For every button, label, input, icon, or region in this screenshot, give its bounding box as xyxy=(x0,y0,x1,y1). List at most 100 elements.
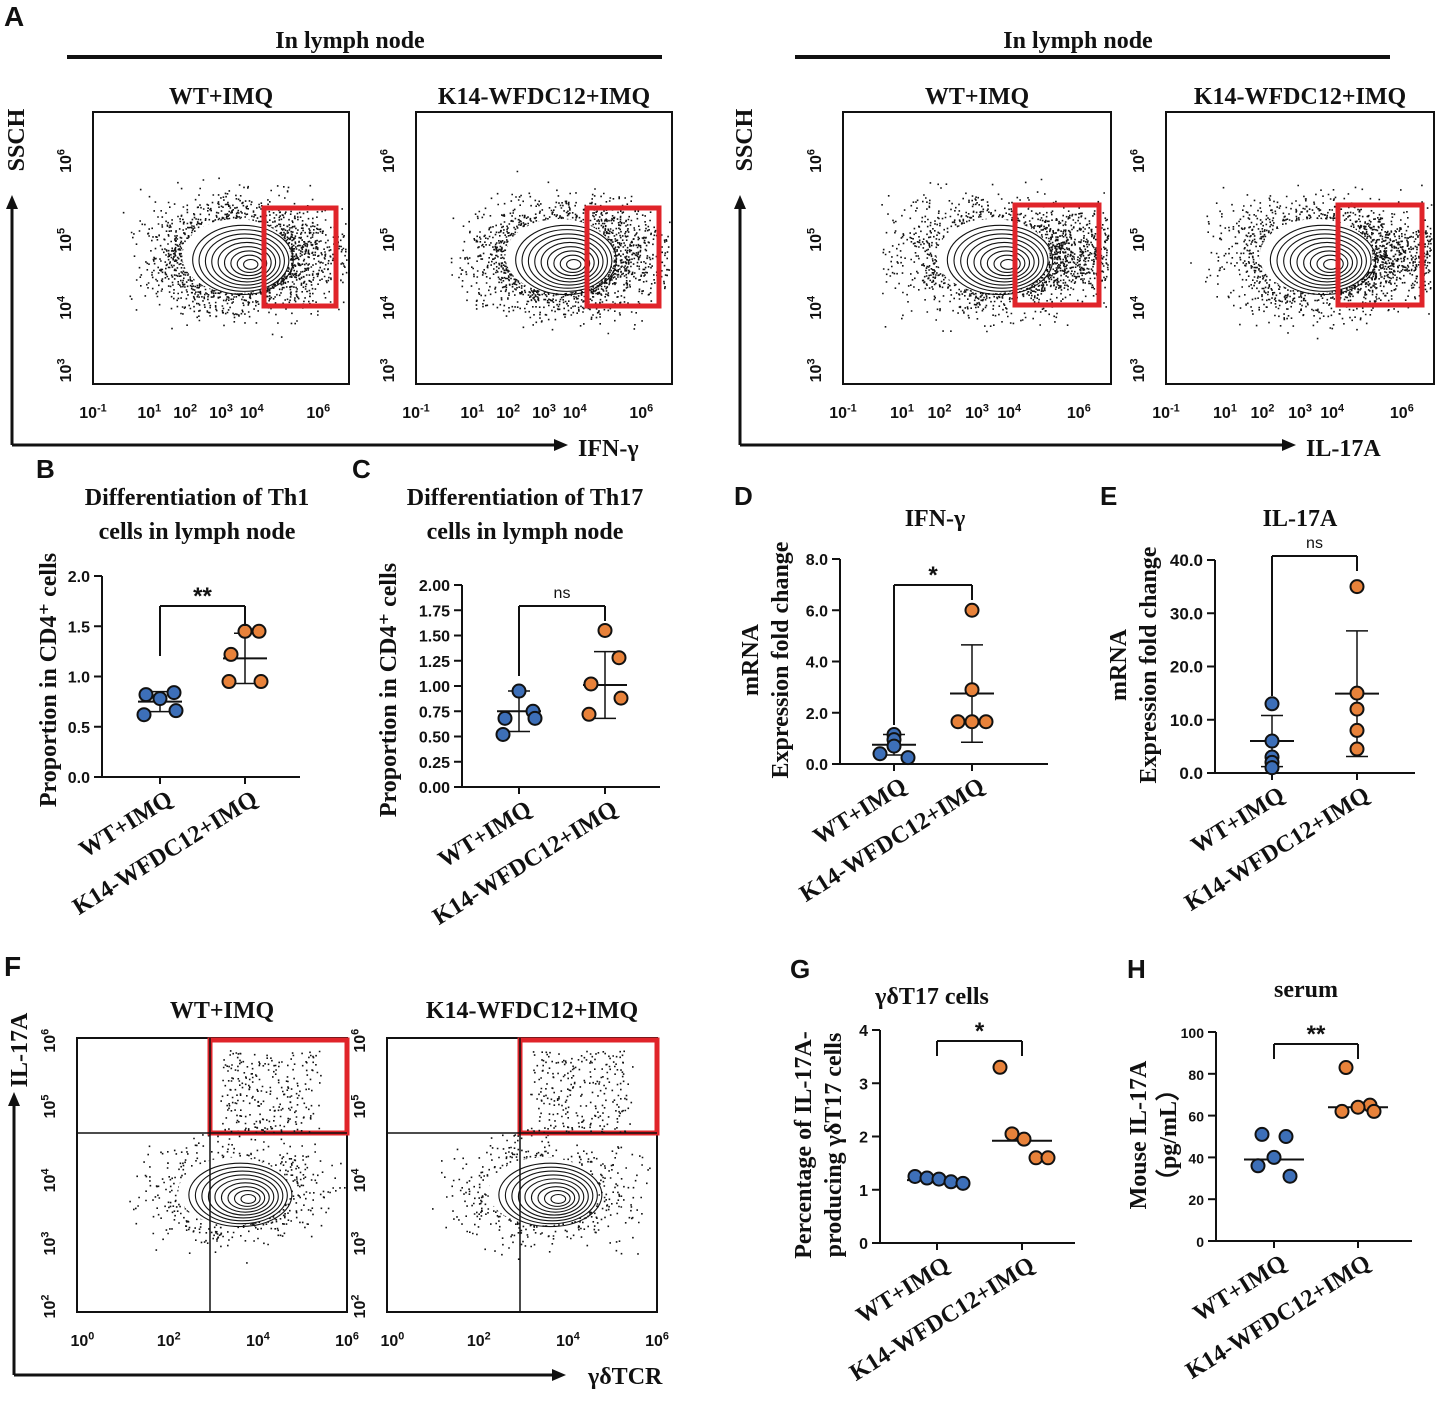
x-tick-f-1-1: 102 xyxy=(467,1331,491,1350)
y-tick-f-1-0: 102 xyxy=(350,1295,369,1319)
point-b-0-0 xyxy=(152,691,168,707)
y-tick-a0-1-0: 103 xyxy=(379,358,398,382)
cyto-a1-1-contour-7 xyxy=(1309,250,1349,277)
y-tick-a0-1-1: 104 xyxy=(379,296,398,320)
cyto-a0-0-events xyxy=(122,177,348,338)
x-axis-label-a0: IFN-γ xyxy=(578,436,639,462)
significance-label-d: * xyxy=(928,562,938,589)
x-tick-a1-0-4: 104 xyxy=(997,403,1021,422)
point-c-1-2 xyxy=(583,676,599,692)
y-tick-a0-1-2: 105 xyxy=(379,228,398,252)
y-tick-label-e-2: 20.0 xyxy=(1170,658,1203,677)
x-tick-a0-0-3: 103 xyxy=(209,403,233,422)
cyto-a0-0-contour-4 xyxy=(211,237,281,286)
y-tick-a1-1-3: 106 xyxy=(1129,149,1148,173)
y-tick-label-c-2: 0.50 xyxy=(419,730,450,747)
y-tick-label-d-2: 4.0 xyxy=(806,655,828,672)
x-tick-f-0-2: 104 xyxy=(246,1331,270,1350)
cyto-a0-0-contour-7 xyxy=(230,250,268,277)
cyto-f-1-plot xyxy=(386,1037,660,1313)
y-axis-label-f: IL-17A xyxy=(7,1012,33,1087)
cyto-a1-0-contour-7 xyxy=(986,250,1026,277)
y-arrow-a1-head xyxy=(734,195,746,209)
point-g-1-0 xyxy=(992,1059,1008,1075)
point-b-0-3 xyxy=(168,703,184,719)
x-arrow-a0-head xyxy=(554,439,568,451)
y-axis-label-c: Proportion in CD4⁺ cells xyxy=(376,563,402,817)
cyto-f-0-events xyxy=(129,1122,346,1264)
cyto-f-1-contour-1 xyxy=(498,1162,603,1228)
point-e-0-1 xyxy=(1264,733,1280,749)
cyto-a1-1-contour-1 xyxy=(1269,224,1377,296)
x-tick-a1-1-0: 10-1 xyxy=(1152,403,1179,422)
point-e-1-2 xyxy=(1349,701,1365,717)
point-h-0-0 xyxy=(1254,1126,1270,1142)
y-tick-label-e-3: 30.0 xyxy=(1170,604,1203,623)
y-tick-label-e-1: 10.0 xyxy=(1170,711,1203,730)
chart-title-d-0: IFN-γ xyxy=(905,506,966,532)
point-h-1-0 xyxy=(1338,1060,1354,1076)
y-tick-label-b-3: 1.5 xyxy=(68,619,90,636)
point-h-0-1 xyxy=(1278,1129,1294,1144)
point-h-0-4 xyxy=(1282,1168,1298,1184)
x-arrow-a1-head xyxy=(1282,439,1296,451)
y-tick-f-0-4: 106 xyxy=(40,1029,59,1053)
cyto-f-0-contour-9 xyxy=(240,1193,257,1205)
cyto-f-1-contour-7 xyxy=(537,1186,576,1210)
y-tick-f-1-1: 103 xyxy=(350,1232,369,1256)
cyto-a0-1-gate xyxy=(584,205,662,309)
point-b-0-4 xyxy=(136,707,152,723)
y-arrow-a0-head xyxy=(6,195,18,209)
x-tick-a1-0-2: 102 xyxy=(928,403,952,422)
panel-label-g: G xyxy=(790,954,810,984)
point-h-1-3 xyxy=(1334,1103,1350,1119)
point-g-0-3 xyxy=(943,1174,959,1190)
x-tick-f-1-3: 106 xyxy=(645,1331,669,1350)
y-tick-f-0-0: 102 xyxy=(40,1295,59,1319)
cyto-f-1-events xyxy=(432,1130,651,1260)
chart-title-c-0: Differentiation of Th17 xyxy=(407,485,643,511)
y-tick-label-c-4: 1.00 xyxy=(419,679,450,696)
cyto-a0-0-contour-3 xyxy=(204,233,285,289)
cyto-a0-1-contour-9 xyxy=(566,258,582,270)
cyto-f-0-contour-1 xyxy=(188,1162,293,1228)
y-tick-label-b-4: 2.0 xyxy=(68,569,90,586)
x-tick-f-1-2: 104 xyxy=(556,1331,580,1350)
significance-label-c: ns xyxy=(554,585,571,602)
significance-label-g: * xyxy=(975,1018,985,1045)
plot-title-a0-1: K14-WFDC12+IMQ xyxy=(438,84,650,110)
y-tick-label-c-5: 1.25 xyxy=(419,654,450,671)
cyto-a0-0-contour-5 xyxy=(217,241,277,283)
point-e-1-1 xyxy=(1349,685,1365,701)
panel-label-d: D xyxy=(734,481,753,511)
x-tick-a1-1-3: 103 xyxy=(1288,403,1312,422)
y-tick-label-h-5: 100 xyxy=(1181,1025,1205,1041)
y-axis-label-d-0: mRNA xyxy=(738,623,764,696)
cyto-a0-1-contour-5 xyxy=(540,241,600,283)
x-tick-a1-1-2: 102 xyxy=(1251,403,1275,422)
y-axis-label-e-0: mRNA xyxy=(1106,628,1132,701)
panel-e: E IL-17A 0.0 10.0 20.0 30.0 40.0 mRNA Expression… xyxy=(1100,481,1415,917)
y-tick-a0-0-1: 104 xyxy=(56,296,75,320)
y-tick-label-c-6: 1.50 xyxy=(419,629,450,646)
point-h-1-4 xyxy=(1366,1103,1382,1119)
x-arrow-f-head xyxy=(552,1369,566,1381)
y-tick-a0-0-0: 103 xyxy=(56,358,75,382)
x-tick-a0-1-1: 101 xyxy=(460,403,484,422)
cyto-f-1-contour-4 xyxy=(517,1174,589,1219)
point-c-0-3 xyxy=(527,710,543,726)
point-g-1-1 xyxy=(1004,1126,1020,1142)
x-tick-f-0-3: 106 xyxy=(335,1331,359,1350)
y-tick-a0-1-3: 106 xyxy=(379,149,398,173)
point-d-1-0 xyxy=(964,602,980,618)
panel-b: B Differentiation of Th1 cells in lymph no… xyxy=(36,454,309,921)
significance-label-h: ** xyxy=(1307,1021,1326,1048)
x-tick-f-1-0: 100 xyxy=(380,1331,404,1350)
panel-c: C Differentiation of Th17 cells in lymph n… xyxy=(352,454,660,931)
panel-label-e: E xyxy=(1100,481,1117,511)
point-b-1-1 xyxy=(251,623,267,639)
chart-title-c-1: cells in lymph node xyxy=(427,519,624,545)
plot-title-f-0: WT+IMQ xyxy=(170,998,274,1024)
panel-label-a: A xyxy=(4,1,24,32)
